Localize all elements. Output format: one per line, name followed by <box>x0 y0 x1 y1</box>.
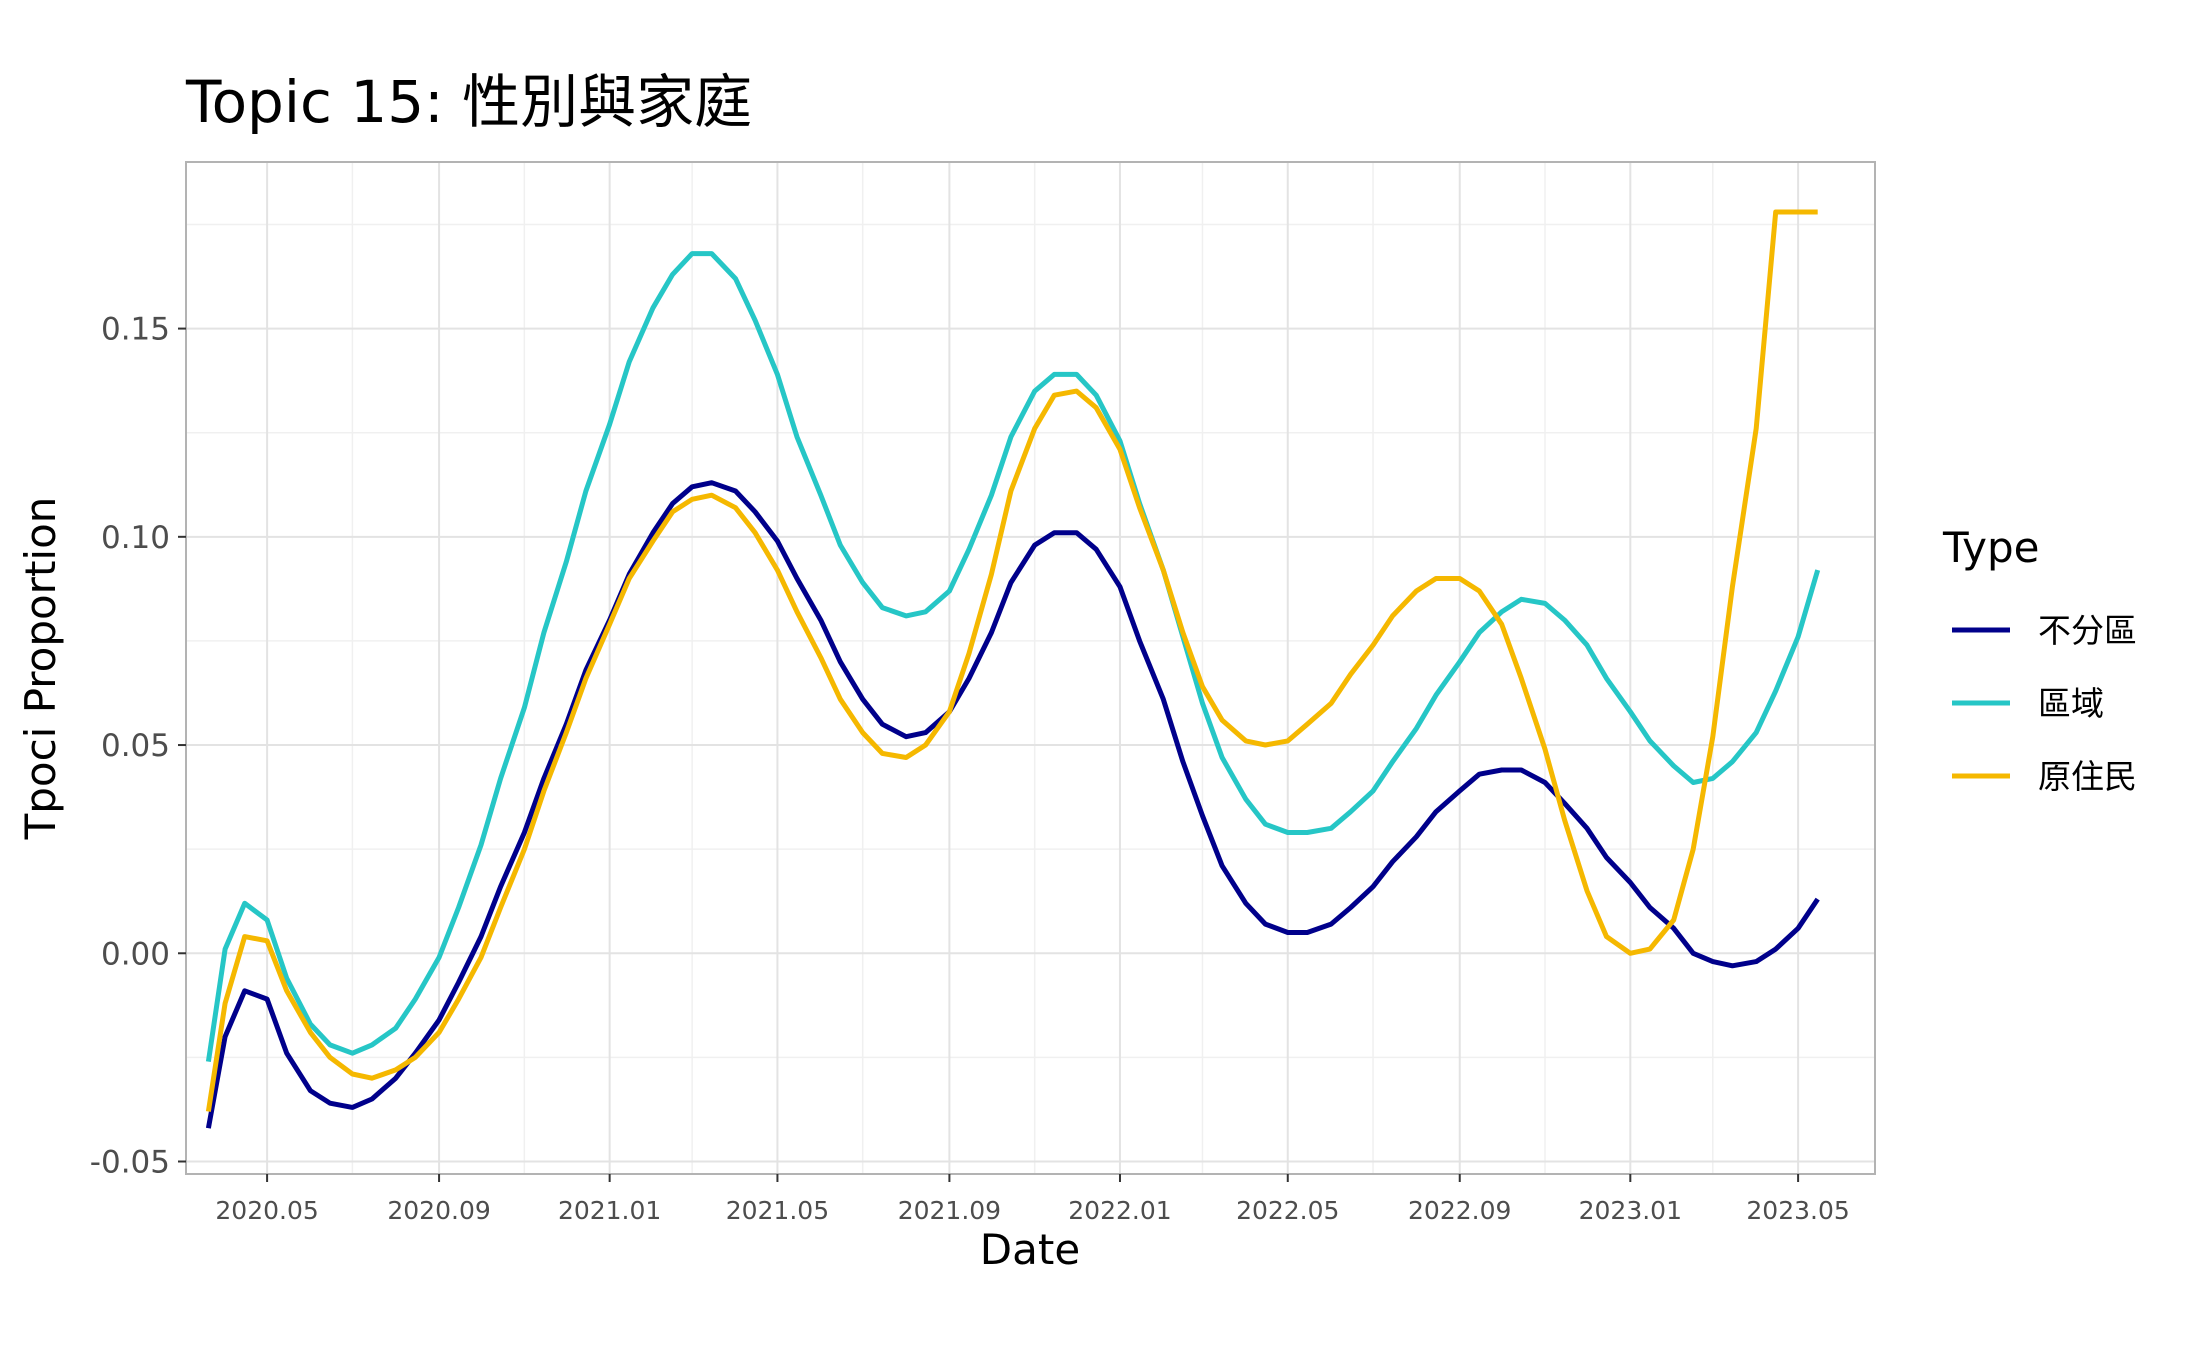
series-lines <box>205 209 1821 1129</box>
y-tick-label: 0.00 <box>101 936 170 972</box>
legend-label: 不分區 <box>2038 611 2137 650</box>
plot-area <box>185 161 1876 1175</box>
y-tick-label: -0.05 <box>90 1145 170 1181</box>
minor-gridlines <box>186 162 1875 1174</box>
major-gridlines <box>186 162 1875 1174</box>
x-tick-label: 2021.01 <box>558 1196 661 1225</box>
plot-panel <box>186 162 1875 1174</box>
legend-title: Type <box>1942 523 2039 572</box>
x-tick-label: 2023.01 <box>1579 1196 1682 1225</box>
x-tick-label: 2022.09 <box>1408 1196 1511 1225</box>
x-tick-label: 2020.05 <box>215 1196 318 1225</box>
x-tick-label: 2020.09 <box>387 1196 490 1225</box>
y-axis-title: Tpoci Proportion <box>16 497 65 841</box>
y-tick-label: 0.15 <box>101 312 170 348</box>
x-axis-title: Date <box>980 1225 1080 1274</box>
y-tick-label: 0.05 <box>101 728 170 764</box>
x-axis-ticks: 2020.05 2020.09 2021.01 2021.05 2021.09 2022.… <box>215 1174 1850 1225</box>
x-tick-label: 2022.05 <box>1236 1196 1339 1225</box>
chart-title: Topic 15: 性別與家庭 <box>185 68 752 136</box>
legend-label: 區域 <box>2038 684 2104 723</box>
y-tick-label: 0.10 <box>101 520 170 556</box>
series-line-2 <box>205 251 1821 1062</box>
series-line-3 <box>205 209 1818 1112</box>
x-tick-label: 2021.09 <box>898 1196 1001 1225</box>
x-tick-label: 2023.05 <box>1746 1196 1849 1225</box>
y-axis-ticks: -0.05 0.00 0.05 0.10 0.15 <box>90 312 186 1181</box>
x-tick-label: 2021.05 <box>726 1196 829 1225</box>
legend-label: 原住民 <box>2038 757 2137 796</box>
x-tick-label: 2022.01 <box>1068 1196 1171 1225</box>
series-line-1 <box>205 480 1820 1129</box>
plot-border <box>185 161 1876 1175</box>
